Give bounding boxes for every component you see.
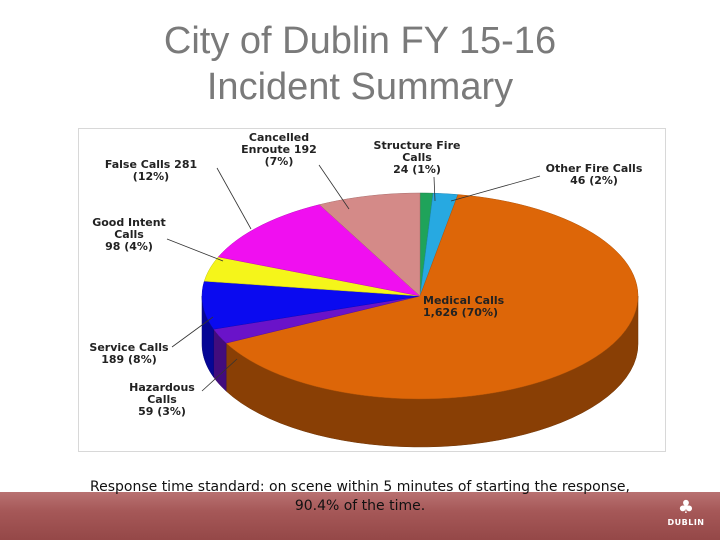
slice-label-0: Structure Fire Calls 24 (1%) bbox=[374, 139, 461, 176]
slice-label-0-line-1: Calls bbox=[402, 151, 432, 164]
pie-slice-2 bbox=[225, 194, 639, 400]
slice-label-5-line-2: 98 (4%) bbox=[105, 240, 153, 253]
leader-line-3 bbox=[201, 358, 238, 392]
slice-label-1-line-1: 46 (2%) bbox=[570, 174, 618, 187]
footer-band bbox=[0, 492, 720, 540]
slice-label-0-line-2: 24 (1%) bbox=[393, 163, 441, 176]
slice-label-6: False Calls 281 (12%) bbox=[105, 158, 197, 183]
title-line-2: Incident Summary bbox=[206, 66, 514, 108]
slice-label-5-line-1: Calls bbox=[114, 228, 144, 241]
leader-line-0 bbox=[433, 176, 436, 202]
pie-side-walls bbox=[201, 295, 639, 448]
slice-label-7: Cancelled Enroute 192 (7%) bbox=[241, 131, 317, 168]
pie-slice-6 bbox=[217, 204, 421, 297]
slice-label-3-line-2: 59 (3%) bbox=[138, 405, 186, 418]
slice-label-4-line-1: 189 (8%) bbox=[101, 353, 157, 366]
pie-slice-5 bbox=[203, 256, 421, 297]
leader-line-5 bbox=[166, 238, 224, 262]
leader-line-7 bbox=[318, 164, 350, 210]
shamrock-icon: ♣ bbox=[677, 497, 695, 518]
slice-label-1: Other Fire Calls 46 (2%) bbox=[546, 162, 643, 187]
slice-label-2-line-0: Medical Calls bbox=[423, 294, 505, 307]
slice-label-6-line-0: False Calls 281 bbox=[105, 158, 197, 171]
slice-label-5: Good Intent Calls 98 (4%) bbox=[92, 216, 166, 253]
slice-label-5-line-0: Good Intent bbox=[92, 216, 166, 229]
slice-label-4: Service Calls 189 (8%) bbox=[89, 341, 169, 366]
title-line-1: City of Dublin FY 15-16 bbox=[163, 20, 557, 62]
slice-label-0-line-0: Structure Fire bbox=[374, 139, 461, 152]
slice-label-1-line-0: Other Fire Calls bbox=[546, 162, 643, 175]
caption-line-1: Response time standard: on scene within … bbox=[90, 479, 630, 495]
leader-line-6 bbox=[216, 167, 252, 230]
slice-label-4-line-0: Service Calls bbox=[89, 341, 169, 354]
pie-top bbox=[201, 192, 639, 400]
pie-slice-4 bbox=[201, 280, 421, 330]
caption-line-2: 90.4% of the time. bbox=[294, 498, 426, 514]
slice-label-3-line-1: Calls bbox=[147, 393, 177, 406]
response-time-caption: Response time standard: on scene within … bbox=[40, 478, 680, 516]
logo-text: DUBLIN bbox=[667, 518, 705, 527]
slice-label-3: Hazardous Calls 59 (3%) bbox=[129, 381, 195, 418]
pie-slice-7 bbox=[318, 192, 421, 297]
slice-label-6-line-1: (12%) bbox=[133, 170, 169, 183]
pie-chart: Structure Fire Calls 24 (1%) Other Fire Cal… bbox=[78, 128, 666, 452]
slice-label-3-line-0: Hazardous bbox=[129, 381, 195, 394]
leader-line-4 bbox=[171, 316, 214, 348]
dublin-logo: ♣ DUBLIN bbox=[664, 498, 708, 538]
pie-chart-svg: Structure Fire Calls 24 (1%) Other Fire Cal… bbox=[89, 131, 643, 448]
pie-labels: Structure Fire Calls 24 (1%) Other Fire Cal… bbox=[89, 131, 642, 418]
slice-label-7-line-1: Enroute 192 bbox=[241, 143, 317, 156]
slice-label-7-line-2: (7%) bbox=[265, 155, 294, 168]
slice-label-2: Medical Calls 1,626 (70%) bbox=[423, 294, 505, 319]
slice-label-2-line-1: 1,626 (70%) bbox=[423, 306, 498, 319]
slice-label-7-line-0: Cancelled bbox=[249, 131, 309, 144]
slide-title: City of Dublin FY 15-16 Incident Summary bbox=[60, 18, 660, 110]
leader-line-1 bbox=[450, 175, 541, 202]
